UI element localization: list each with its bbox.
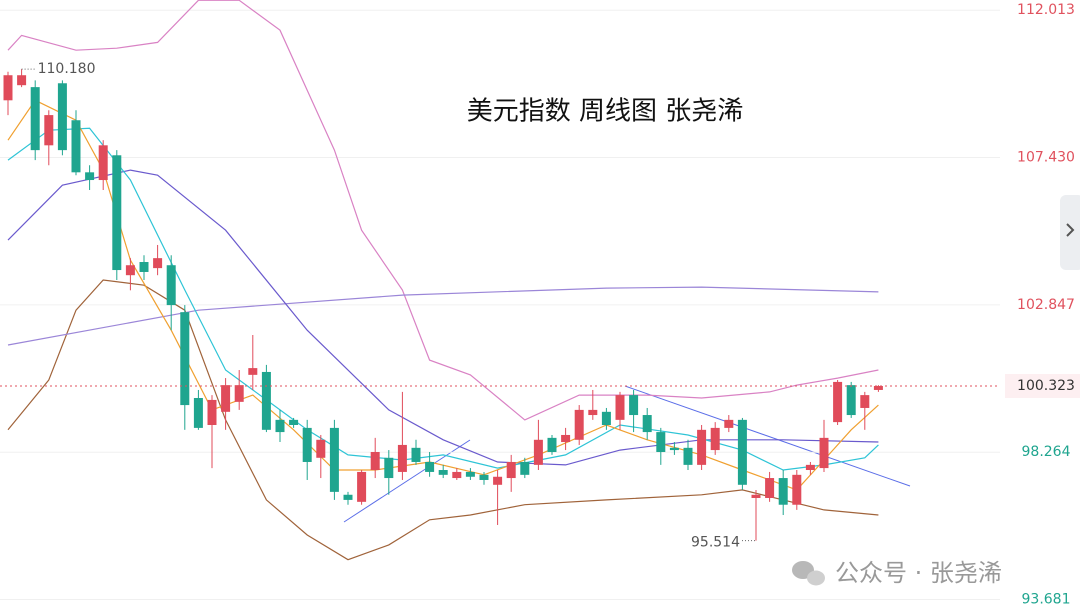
indicator-line bbox=[7, 99, 879, 491]
candle-body bbox=[302, 427, 312, 462]
y-tick-label: 107.430 bbox=[1017, 150, 1075, 166]
candle-body bbox=[683, 447, 693, 465]
candle-body bbox=[737, 419, 747, 485]
candle-body bbox=[452, 471, 462, 479]
candle-body bbox=[275, 419, 285, 433]
candle-body bbox=[85, 172, 95, 181]
candle-body bbox=[724, 419, 734, 428]
candle-body bbox=[17, 75, 27, 86]
candle-body bbox=[370, 452, 380, 471]
y-tick-label: 112.013 bbox=[1017, 2, 1075, 18]
candle-body bbox=[697, 429, 707, 465]
candle-body bbox=[411, 447, 421, 462]
candle-body bbox=[166, 265, 176, 306]
candle-body bbox=[669, 447, 679, 451]
indicator-line bbox=[7, 169, 879, 466]
candle-body bbox=[397, 444, 407, 472]
candle-body bbox=[656, 432, 666, 453]
candle-body bbox=[819, 437, 829, 469]
candle-body bbox=[792, 474, 802, 505]
last-price-label: 100.323 bbox=[1017, 378, 1075, 394]
candle-body bbox=[112, 155, 122, 271]
candle-body bbox=[805, 464, 815, 471]
candle-body bbox=[343, 494, 353, 500]
candle-body bbox=[710, 427, 720, 451]
watermark: 公众号 · 张尧浠 bbox=[792, 559, 1002, 587]
candle-body bbox=[438, 470, 448, 475]
y-tick-label: 93.681 bbox=[1022, 592, 1071, 608]
candle-body bbox=[601, 411, 611, 426]
candle-body bbox=[261, 371, 271, 430]
candle-body bbox=[139, 262, 149, 272]
candle-body bbox=[846, 385, 856, 416]
candle-body bbox=[384, 457, 394, 479]
trend-line bbox=[343, 439, 471, 523]
candle-body bbox=[547, 437, 557, 453]
side-tab[interactable] bbox=[1060, 195, 1080, 270]
candle-body bbox=[465, 471, 475, 477]
candle-body bbox=[57, 83, 67, 151]
last-price-badge bbox=[1005, 374, 1080, 399]
candle-body bbox=[533, 439, 543, 465]
candle-body bbox=[778, 478, 788, 505]
candle-body bbox=[98, 145, 108, 181]
indicator-line bbox=[7, 127, 879, 471]
candle-body bbox=[615, 395, 625, 420]
candle-body bbox=[44, 115, 54, 146]
candle-body bbox=[234, 385, 244, 402]
candle-body bbox=[642, 415, 652, 433]
candle-body bbox=[751, 494, 761, 498]
candle-body bbox=[561, 434, 571, 443]
candle-body bbox=[153, 258, 163, 269]
candle-body bbox=[30, 87, 40, 151]
candle-body bbox=[180, 312, 190, 406]
candle-body bbox=[520, 461, 530, 475]
candle-body bbox=[193, 397, 203, 428]
chevron-icon[interactable] bbox=[1066, 223, 1075, 237]
min-label: 95.514 bbox=[691, 535, 740, 551]
watermark-text: 公众号 · 张尧浠 bbox=[835, 559, 1002, 587]
candle-body bbox=[329, 427, 339, 492]
candle-body bbox=[221, 385, 231, 412]
candle-body bbox=[493, 476, 503, 485]
max-label: 110.180 bbox=[38, 61, 96, 77]
candle-body bbox=[860, 395, 870, 408]
y-tick-label: 98.264 bbox=[1022, 444, 1071, 460]
candle-body bbox=[574, 409, 584, 440]
candle-body bbox=[3, 75, 13, 101]
candle-body bbox=[629, 395, 639, 416]
candle-body bbox=[833, 381, 843, 423]
candle-body bbox=[588, 409, 598, 416]
candle-body bbox=[765, 478, 775, 498]
indicator-line bbox=[7, 0, 879, 421]
candle-body bbox=[207, 399, 217, 426]
candle-body bbox=[71, 120, 81, 173]
trend-line bbox=[624, 385, 911, 487]
candle-body bbox=[316, 439, 326, 458]
candle-body bbox=[289, 419, 299, 426]
candle-body bbox=[506, 461, 516, 479]
y-tick-label: 102.847 bbox=[1017, 297, 1075, 313]
candle-body bbox=[125, 265, 135, 276]
candle-body bbox=[479, 474, 489, 480]
candle-body bbox=[248, 368, 258, 375]
indicator-line bbox=[7, 279, 879, 561]
candle-body bbox=[873, 386, 883, 390]
candle-body bbox=[357, 471, 367, 502]
indicator-line bbox=[7, 286, 879, 346]
candle-body bbox=[425, 461, 435, 472]
chart-title: 美元指数 周线图 张尧浠 bbox=[467, 97, 744, 127]
wechat-icon bbox=[807, 570, 825, 586]
